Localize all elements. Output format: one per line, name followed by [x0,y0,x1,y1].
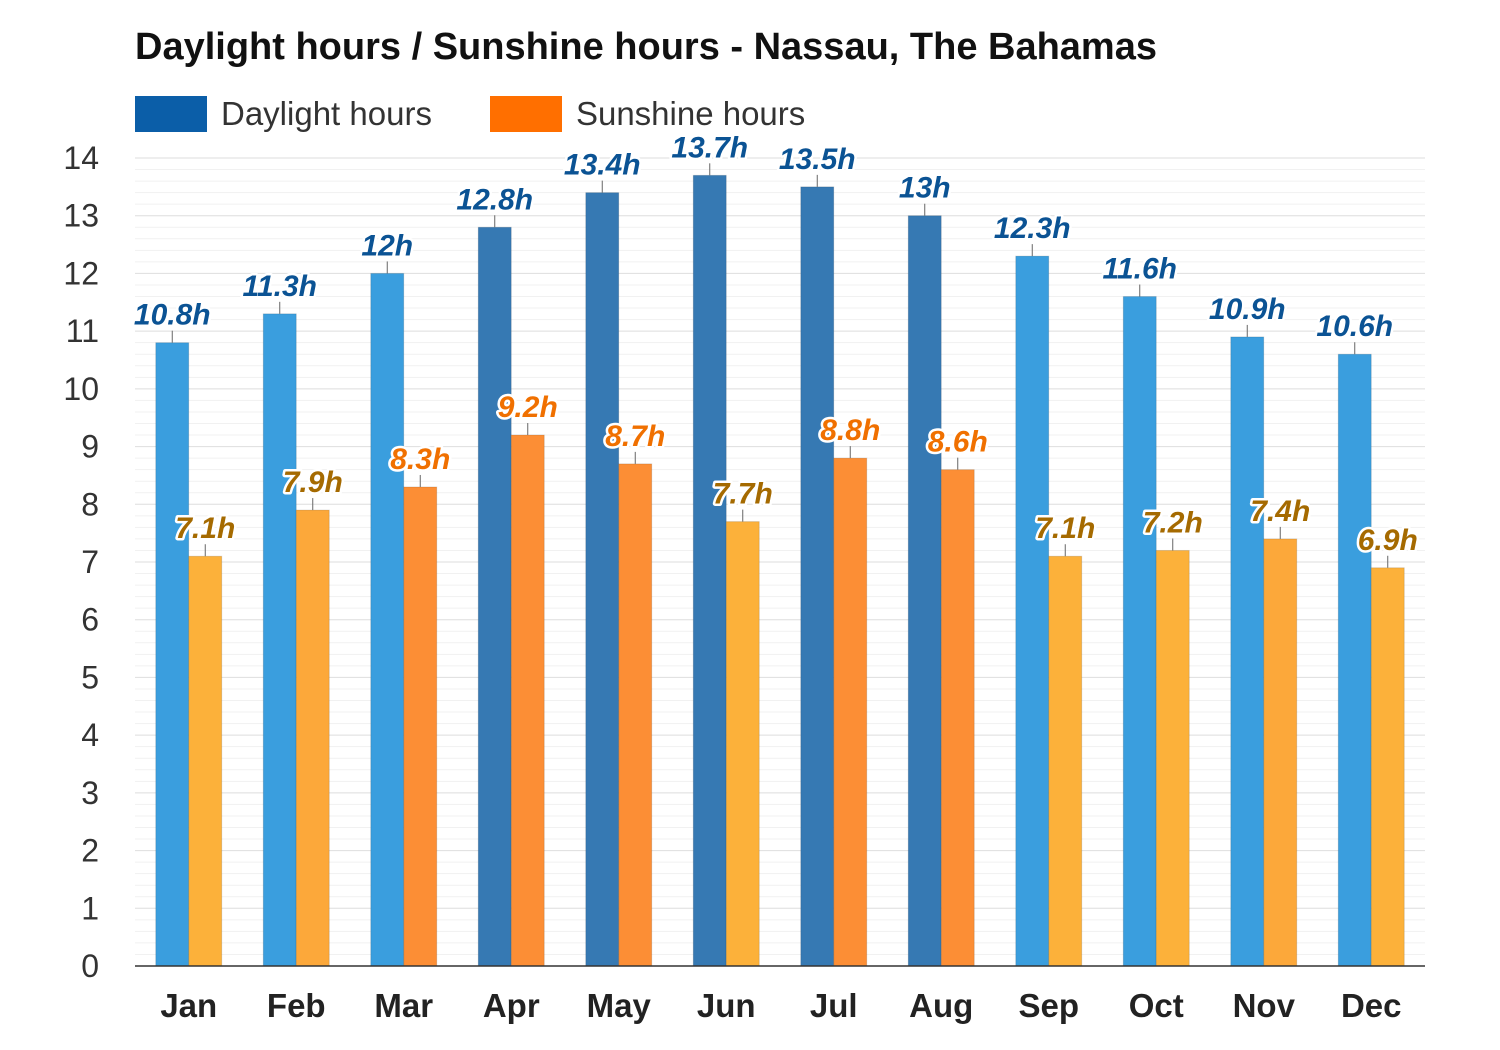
sunshine-data-label: 7.9h [283,466,343,499]
chart-title: Daylight hours / Sunshine hours - Nassau… [135,26,1157,68]
sunshine-bar [1155,549,1190,967]
y-tick-label: 14 [63,140,99,176]
daylight-bar [1337,353,1372,967]
sunshine-bar [618,463,653,967]
daylight-data-label: 12.8h [456,183,533,216]
sunshine-bar [510,434,545,967]
daylight-bar [585,192,620,967]
x-tick-label: Sep [1018,987,1079,1024]
x-tick-label: Apr [483,987,540,1024]
sunshine-data-label: 8.3h [390,443,450,476]
sunshine-data-label: 9.2h [498,391,558,424]
x-tick-label: Mar [374,987,433,1024]
sunshine-data-label: 8.6h [928,426,988,459]
sunshine-data-label: 7.1h [1035,512,1095,545]
daylight-data-label: 13.5h [779,143,856,176]
legend: Daylight hours Sunshine hours [135,94,863,134]
daylight-bar [1015,255,1050,967]
daylight-bar [692,174,727,967]
y-tick-label: 10 [63,371,99,407]
sunshine-data-label: 8.7h [605,420,665,453]
daylight-data-label: 13.4h [564,149,641,182]
x-tick-label: Feb [267,987,326,1024]
daylight-data-label: 11.6h [1103,253,1178,286]
sunshine-bar [1048,555,1083,967]
x-tick-label: Dec [1341,987,1402,1024]
x-tick-label: Jul [810,987,858,1024]
daylight-bar [1122,296,1157,967]
sunshine-bar [833,457,868,967]
daylight-data-label: 10.9h [1209,293,1286,326]
y-tick-label: 0 [81,948,99,984]
y-tick-label: 2 [81,833,99,869]
y-tick-label: 8 [81,486,99,522]
daylight-bar [262,313,297,967]
legend-swatch-sunshine [489,96,562,132]
x-tick-label: Jun [697,987,756,1024]
x-tick-label: Aug [909,987,973,1024]
legend-item-daylight[interactable]: Daylight hours [135,95,432,133]
y-tick-label: 3 [81,775,99,811]
sunshine-bar [1263,538,1298,967]
sunshine-bar [188,555,223,967]
x-tick-label: May [587,987,652,1024]
y-tick-label: 5 [81,659,99,695]
daylight-bar [477,226,512,967]
daylight-bar [800,186,835,967]
sunshine-data-label: 7.1h [175,512,235,545]
sunshine-data-label: 6.9h [1358,524,1418,557]
sunshine-data-label: 7.4h [1250,495,1310,528]
x-tick-label: Oct [1129,987,1184,1024]
y-tick-label: 13 [63,198,99,234]
daylight-data-label: 12h [361,229,413,262]
daylight-data-label: 11.3h [243,270,318,303]
daylight-data-label: 10.8h [134,299,211,332]
sunshine-data-label: 7.7h [713,478,773,511]
daylight-data-label: 12.3h [994,212,1071,245]
sunshine-bar [295,509,330,967]
y-tick-label: 12 [63,255,99,291]
daylight-data-label: 13h [899,172,951,205]
legend-swatch-daylight [135,96,207,132]
y-tick-label: 6 [81,602,99,638]
y-tick-label: 1 [81,890,99,926]
sunshine-bar [1370,567,1405,967]
daylight-bar [155,342,190,967]
daylight-data-label: 13.7h [671,131,748,164]
daylight-bar [907,215,942,967]
sunshine-bar [725,521,760,967]
legend-item-sunshine[interactable]: Sunshine hours [489,95,806,133]
x-tick-label: Jan [160,987,217,1024]
sunshine-data-label: 7.2h [1143,506,1203,539]
sunshine-bar [403,486,438,967]
y-tick-label: 4 [81,717,99,753]
legend-label-sunshine: Sunshine hours [575,95,806,132]
daylight-bar [370,272,405,967]
y-tick-label: 9 [81,429,99,465]
y-tick-label: 7 [81,544,99,580]
daylight-data-label: 10.6h [1316,310,1393,343]
daylight-bar [1230,336,1265,967]
sunshine-bar [940,469,975,967]
legend-label-daylight: Daylight hours [221,95,432,132]
sunshine-data-label: 8.8h [820,414,880,447]
y-tick-label: 11 [66,313,99,349]
x-tick-label: Nov [1233,987,1296,1024]
